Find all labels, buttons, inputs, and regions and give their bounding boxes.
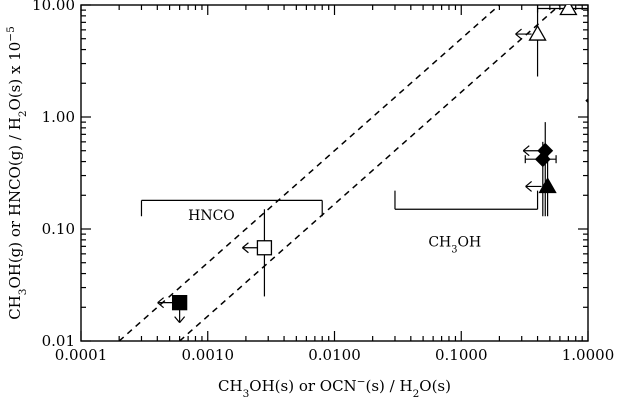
x-tick-label: 1.0000 — [562, 346, 615, 364]
y-axis-label: CH3OH(g) or HNCO(g) / H2O(s) x 10−5 — [5, 26, 29, 320]
triangle-marker — [528, 24, 547, 41]
y-limit-arrow-head — [179, 316, 186, 324]
filled-diamond-point-3 — [524, 141, 557, 217]
open-square-point — [242, 209, 273, 297]
x-tick-label: 0.1000 — [435, 346, 488, 364]
ratio-line-upper — [118, 5, 501, 341]
hnco-range-bracket — [140, 199, 323, 217]
x-axis-label: CH3OH(s) or OCN−(s) / H2O(s) — [218, 376, 451, 400]
triangle-marker — [538, 177, 557, 194]
triangle-marker — [559, 5, 578, 16]
x-tick-label: 0.0001 — [55, 346, 108, 364]
plot-frame — [80, 4, 589, 342]
filled-square-point — [157, 294, 188, 324]
x-limit-arrow-head — [525, 185, 532, 192]
ch3oh-annotation: CH3OH — [428, 234, 481, 255]
x-limit-arrow-head — [157, 302, 165, 309]
y-limit-arrow-head — [174, 316, 181, 324]
axis-ticks — [80, 4, 589, 342]
x-limit-arrow-head — [242, 247, 249, 254]
x-limit-arrow-head — [522, 145, 530, 152]
y-tick-label: 0.01 — [42, 332, 75, 350]
open-triangle-point-1 — [515, 10, 547, 77]
square-marker — [256, 240, 273, 256]
plot-area — [118, 5, 588, 341]
x-limit-arrow-head — [242, 242, 249, 249]
square-marker — [171, 294, 188, 311]
ratio-line-lower — [179, 5, 561, 341]
open-triangle-point-2 — [536, 5, 588, 16]
x-limit-arrow-head — [522, 150, 530, 157]
x-limit-arrow-head — [525, 180, 532, 187]
x-tick-label: 0.0010 — [182, 346, 235, 364]
diamond-marker — [585, 97, 588, 104]
ch3oh-range-bracket — [394, 190, 539, 210]
y-tick-label: 0.10 — [42, 220, 75, 238]
x-tick-label: 0.0100 — [308, 346, 361, 364]
y-tick-label: 1.00 — [42, 108, 75, 126]
x-limit-arrow-head — [157, 297, 165, 304]
hnco-annotation: HNCO — [188, 208, 235, 224]
x-limit-arrow-head — [515, 33, 522, 40]
filled-triangle-point — [525, 146, 557, 217]
y-tick-label: 10.00 — [32, 0, 75, 14]
filled-diamond-point-1 — [585, 97, 588, 104]
x-limit-arrow-head — [515, 28, 522, 35]
